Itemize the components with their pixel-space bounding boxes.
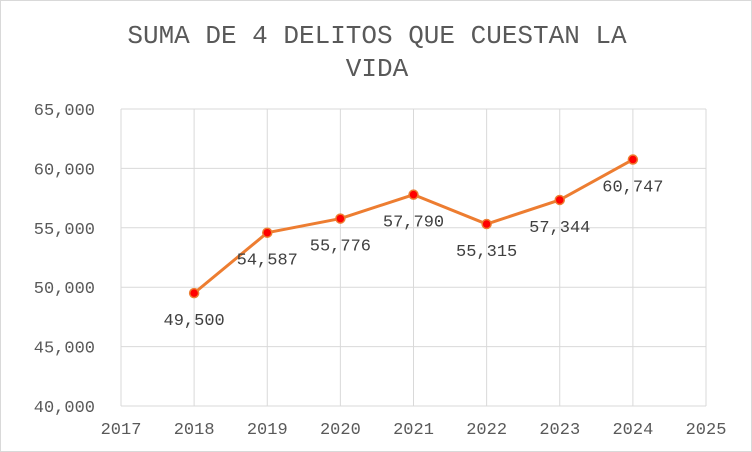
data-point	[554, 194, 565, 206]
chart-title-line-2: VIDA	[346, 54, 409, 84]
x-tick-label: 2022	[466, 421, 507, 440]
x-tick-label: 2017	[101, 421, 142, 440]
x-axis-ticks: 2017 2018 2019 2020 2021 2022 2023 2024 2025	[101, 421, 727, 440]
data-point	[335, 213, 346, 224]
data-label: 49,500	[164, 312, 225, 331]
x-tick-label: 2018	[174, 421, 215, 440]
gridlines	[120, 108, 707, 407]
x-tick-label: 2025	[686, 421, 727, 440]
x-tick-label: 2020	[320, 421, 361, 440]
y-tick-label: 55,000	[34, 221, 95, 240]
x-tick-label: 2019	[247, 421, 288, 440]
x-tick-label: 2024	[612, 421, 653, 440]
y-tick-label: 40,000	[34, 399, 95, 418]
data-label: 57,344	[529, 219, 590, 238]
y-tick-label: 50,000	[34, 280, 95, 299]
data-label: 54,587	[237, 252, 298, 271]
data-labels: 49,500 54,587 55,776 57,790 55,315 57,344 60,7…	[164, 179, 664, 332]
x-tick-label: 2023	[539, 421, 580, 440]
data-label: 57,790	[383, 214, 444, 233]
data-point	[627, 154, 639, 165]
y-tick-label: 45,000	[34, 340, 95, 359]
data-point	[481, 218, 492, 230]
chart-title-line-1: SUMA DE 4 DELITOS QUE CUESTAN LA	[127, 21, 627, 51]
x-tick-label: 2021	[393, 421, 434, 440]
data-label: 55,315	[456, 243, 517, 262]
data-label: 55,776	[310, 238, 371, 257]
data-point	[262, 227, 273, 238]
data-label: 60,747	[602, 179, 663, 198]
y-tick-label: 65,000	[34, 102, 95, 121]
series-line	[188, 154, 639, 299]
y-tick-label: 60,000	[34, 161, 95, 180]
data-point	[188, 287, 200, 299]
y-axis-ticks: 40,000 45,000 50,000 55,000 60,000 65,000	[34, 102, 95, 418]
data-point	[408, 189, 419, 200]
